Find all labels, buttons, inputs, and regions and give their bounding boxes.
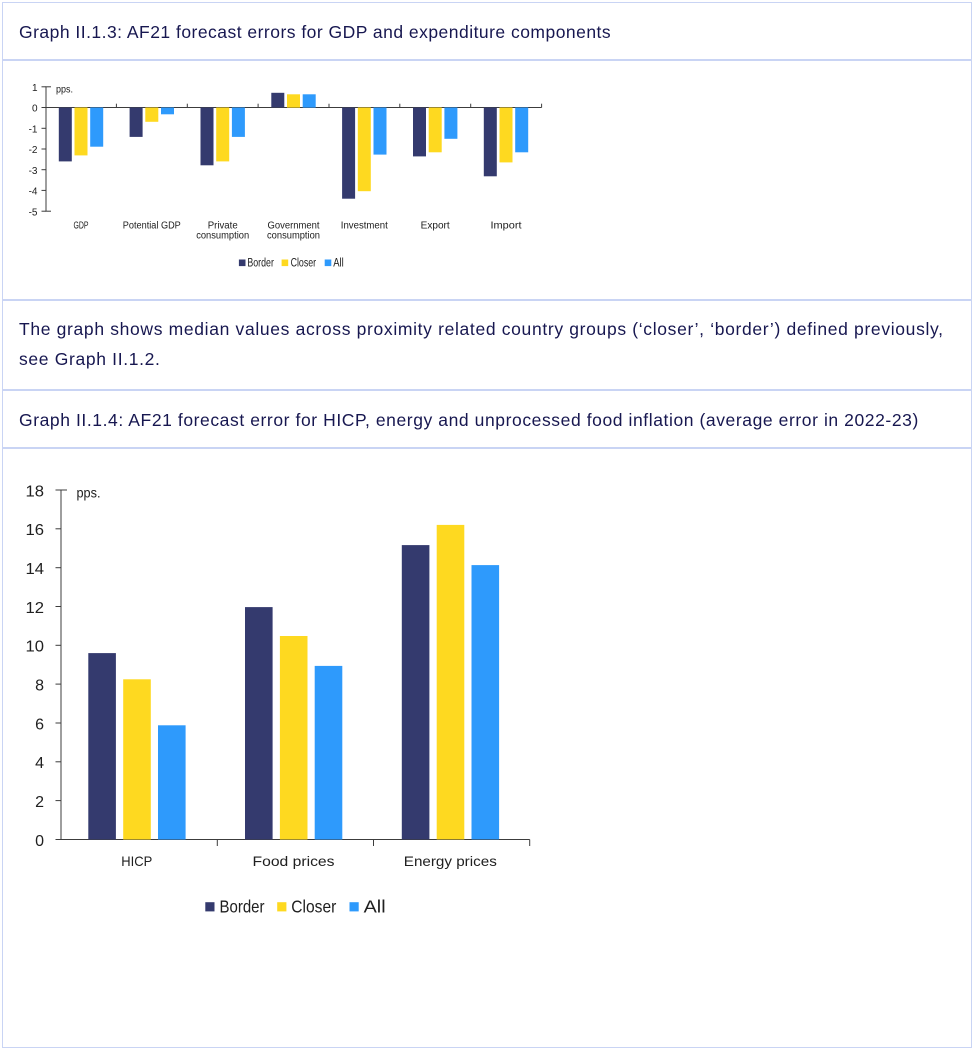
svg-text:-1: -1 (29, 125, 38, 136)
svg-text:-5: -5 (29, 207, 38, 218)
svg-text:6: 6 (35, 716, 44, 733)
svg-text:4: 4 (35, 755, 44, 772)
svg-text:Private: Private (208, 220, 238, 231)
svg-text:2: 2 (35, 794, 44, 811)
svg-text:14: 14 (26, 561, 45, 578)
svg-text:GDP: GDP (74, 220, 89, 231)
svg-text:Import: Import (491, 220, 522, 231)
svg-text:Closer: Closer (291, 896, 336, 916)
svg-text:-2: -2 (29, 145, 38, 156)
svg-text:consumption: consumption (267, 231, 320, 242)
svg-text:consumption: consumption (196, 231, 249, 242)
svg-text:pps.: pps. (77, 485, 101, 501)
svg-text:All: All (364, 896, 386, 916)
svg-text:16: 16 (26, 522, 45, 539)
svg-text:0: 0 (35, 833, 44, 850)
svg-text:Investment: Investment (341, 220, 388, 231)
svg-text:1: 1 (32, 83, 38, 94)
svg-text:Closer: Closer (291, 258, 317, 270)
svg-text:HICP: HICP (121, 853, 152, 869)
svg-text:12: 12 (26, 600, 45, 617)
svg-text:Food prices: Food prices (253, 853, 335, 869)
svg-text:Potential GDP: Potential GDP (123, 220, 181, 231)
svg-text:18: 18 (26, 483, 45, 500)
svg-text:8: 8 (35, 677, 44, 694)
svg-text:0: 0 (32, 104, 38, 115)
svg-text:-3: -3 (29, 166, 38, 177)
svg-text:-4: -4 (29, 187, 38, 198)
svg-text:pps.: pps. (56, 85, 73, 96)
svg-text:Energy prices: Energy prices (404, 853, 497, 869)
svg-text:Export: Export (421, 220, 450, 231)
svg-text:Border: Border (220, 896, 265, 916)
svg-text:Government: Government (268, 220, 320, 231)
svg-text:All: All (333, 258, 344, 270)
svg-text:Border: Border (247, 258, 274, 270)
svg-text:10: 10 (26, 639, 45, 656)
